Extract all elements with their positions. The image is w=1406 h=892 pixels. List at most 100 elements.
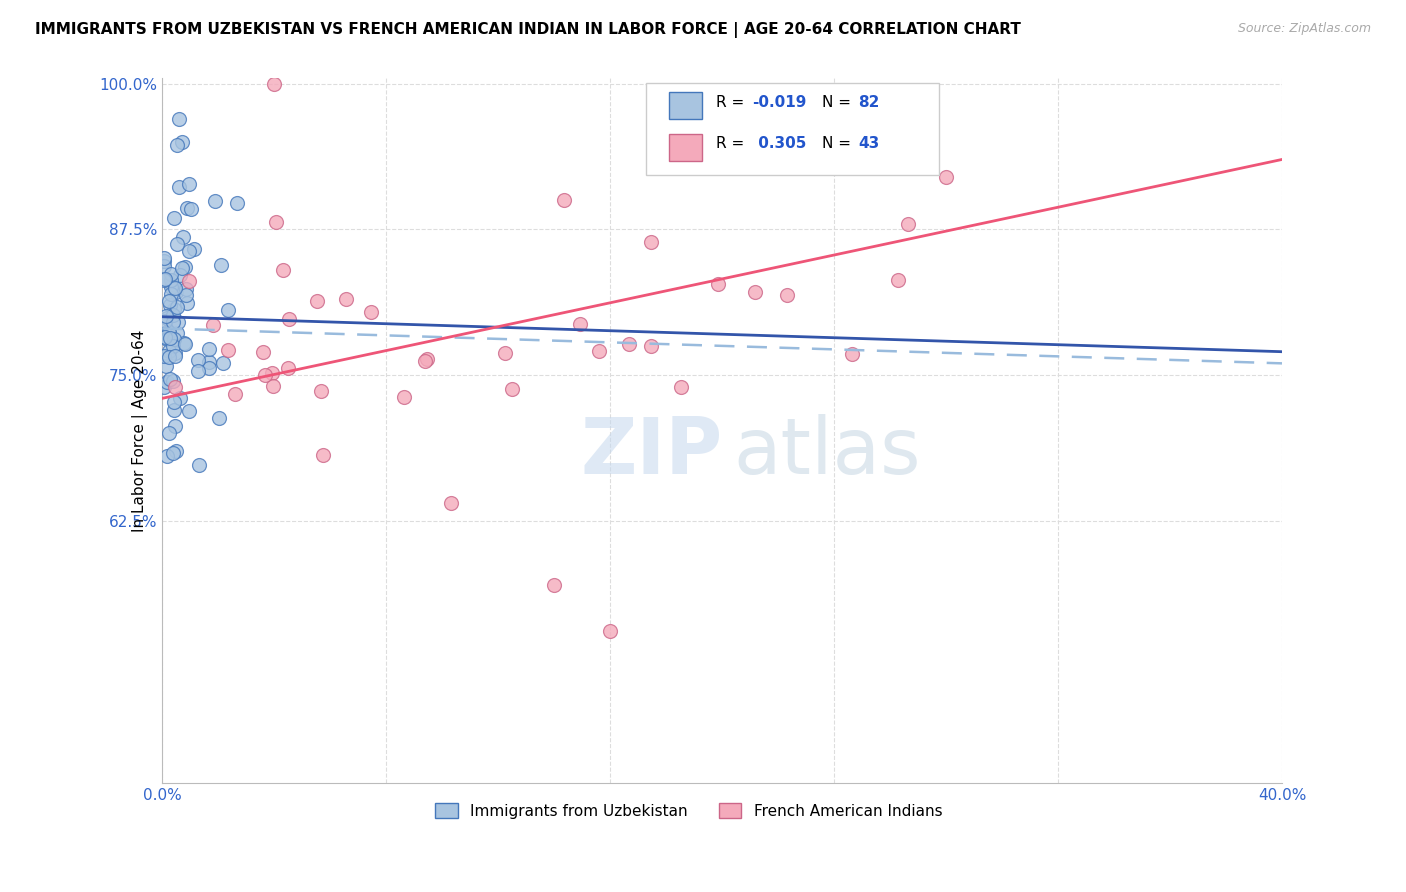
Point xyxy=(841,346,863,360)
Point xyxy=(159,293,181,308)
Point xyxy=(224,387,246,401)
Point xyxy=(153,314,176,328)
Point xyxy=(170,135,193,149)
Point xyxy=(307,293,329,308)
Point xyxy=(553,193,575,207)
Point xyxy=(159,350,181,364)
Point xyxy=(887,273,910,287)
Point xyxy=(599,624,621,639)
Point xyxy=(167,112,190,126)
Point xyxy=(163,345,186,359)
Point xyxy=(179,244,201,258)
Point xyxy=(177,178,200,192)
Point xyxy=(165,285,187,299)
FancyBboxPatch shape xyxy=(669,92,702,119)
Point xyxy=(152,380,174,394)
Point xyxy=(494,346,516,360)
Text: ZIP: ZIP xyxy=(581,414,723,490)
Point xyxy=(173,335,195,350)
Y-axis label: In Labor Force | Age 20-64: In Labor Force | Age 20-64 xyxy=(132,329,148,532)
Point xyxy=(543,578,565,592)
Point xyxy=(707,277,730,292)
Point xyxy=(162,308,184,322)
Point xyxy=(217,303,239,318)
Point xyxy=(153,273,176,287)
Point xyxy=(160,280,183,294)
Point xyxy=(935,169,957,184)
Point xyxy=(176,201,198,215)
Text: atlas: atlas xyxy=(734,414,921,490)
Point xyxy=(166,300,188,314)
Point xyxy=(897,217,920,231)
Point xyxy=(160,273,183,287)
Point xyxy=(170,261,193,276)
Point xyxy=(271,263,294,277)
Point xyxy=(165,380,187,394)
Point xyxy=(165,444,187,458)
Point xyxy=(163,403,186,417)
Point xyxy=(173,337,195,351)
Point xyxy=(163,394,186,409)
Point xyxy=(156,310,179,325)
Point xyxy=(174,288,197,302)
Point xyxy=(617,337,640,351)
Point xyxy=(173,260,195,274)
Point xyxy=(179,274,201,288)
Point xyxy=(176,282,198,296)
Point xyxy=(163,332,186,346)
Point xyxy=(169,268,191,282)
Point xyxy=(172,229,194,244)
Point xyxy=(252,344,274,359)
Text: 43: 43 xyxy=(858,136,879,152)
Point xyxy=(413,354,436,368)
Legend: Immigrants from Uzbekistan, French American Indians: Immigrants from Uzbekistan, French Ameri… xyxy=(429,797,949,825)
Text: Source: ZipAtlas.com: Source: ZipAtlas.com xyxy=(1237,22,1371,36)
Point xyxy=(165,281,187,295)
Point xyxy=(163,211,186,226)
Point xyxy=(159,298,181,312)
Text: -0.019: -0.019 xyxy=(752,95,807,111)
Point xyxy=(264,215,287,229)
Point xyxy=(152,254,174,268)
Point xyxy=(568,318,591,332)
Point xyxy=(155,309,177,323)
Point xyxy=(162,445,184,459)
Point xyxy=(209,259,232,273)
Text: 0.305: 0.305 xyxy=(752,136,806,152)
Point xyxy=(167,179,190,194)
Point xyxy=(160,278,183,293)
Point xyxy=(162,301,184,316)
Point xyxy=(159,331,181,345)
Point xyxy=(166,326,188,340)
Text: R =: R = xyxy=(716,95,749,111)
Point xyxy=(187,352,209,367)
Point xyxy=(166,138,188,153)
Point xyxy=(277,361,299,376)
Point xyxy=(162,374,184,388)
Point xyxy=(440,496,463,510)
Point xyxy=(588,344,610,359)
Point xyxy=(263,77,285,91)
Point xyxy=(152,259,174,273)
Point xyxy=(152,349,174,363)
Point xyxy=(163,281,186,295)
Point xyxy=(744,285,766,299)
Point xyxy=(162,339,184,353)
Point xyxy=(176,296,198,310)
Point xyxy=(263,379,285,393)
Point xyxy=(155,359,177,373)
Point xyxy=(278,312,301,326)
Point xyxy=(198,354,221,368)
Point xyxy=(852,157,875,171)
Text: N =: N = xyxy=(823,95,856,111)
Point xyxy=(157,344,180,359)
Point xyxy=(160,267,183,281)
Point xyxy=(159,372,181,386)
Point xyxy=(212,356,235,370)
Point xyxy=(416,351,439,366)
Point xyxy=(159,287,181,301)
Point xyxy=(208,411,231,425)
Point xyxy=(201,318,224,332)
Point xyxy=(311,384,333,398)
Point xyxy=(501,382,523,396)
